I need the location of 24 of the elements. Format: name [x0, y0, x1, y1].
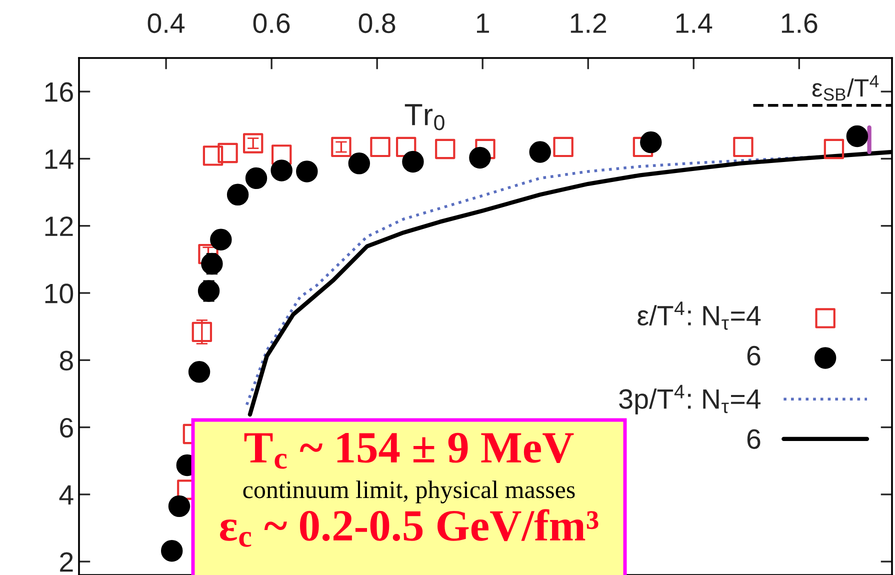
annotation: ε$_{c}$ ~ 0.2-0.5 GeV/fm³ — [220, 509, 598, 547]
x-axis-title: Tr$_{0}$ — [404, 104, 444, 130]
annotation: ε$_{SB}$/T$^{4}$ — [812, 75, 879, 101]
x-tick-label: 1.4 — [676, 14, 712, 33]
y-tick-label: 4 — [59, 485, 74, 504]
legend-label: 3p/T$^{4}$: N$_{τ}$=4 — [619, 384, 761, 414]
annotation: T$_{c}$ ~ 154 ± 9 MeV — [244, 432, 574, 469]
x-tick-label: 0.6 — [253, 13, 290, 34]
x-tick-label: 0.4 — [148, 13, 185, 34]
y-tick-label: 2 — [60, 552, 73, 572]
y-tick-label: 14 — [45, 150, 74, 169]
legend-label: ε/T$^{4}$: N$_{τ}$=4 — [638, 302, 761, 330]
y-tick-label: 8 — [60, 350, 73, 370]
legend-label: 6 — [747, 346, 760, 366]
y-tick-label: 6 — [60, 418, 73, 438]
annotation: continuum limit, physical masses — [243, 480, 575, 504]
y-tick-label: 16 — [45, 82, 73, 102]
y-tick-label: 12 — [45, 216, 73, 236]
x-tick-label: 1.6 — [782, 13, 818, 34]
x-tick-label: 1.2 — [570, 13, 606, 33]
legend-label: 6 — [747, 429, 760, 449]
x-tick-label: 0.8 — [358, 13, 396, 34]
x-tick-label: 1 — [476, 14, 489, 33]
y-tick-label: 10 — [45, 284, 74, 304]
